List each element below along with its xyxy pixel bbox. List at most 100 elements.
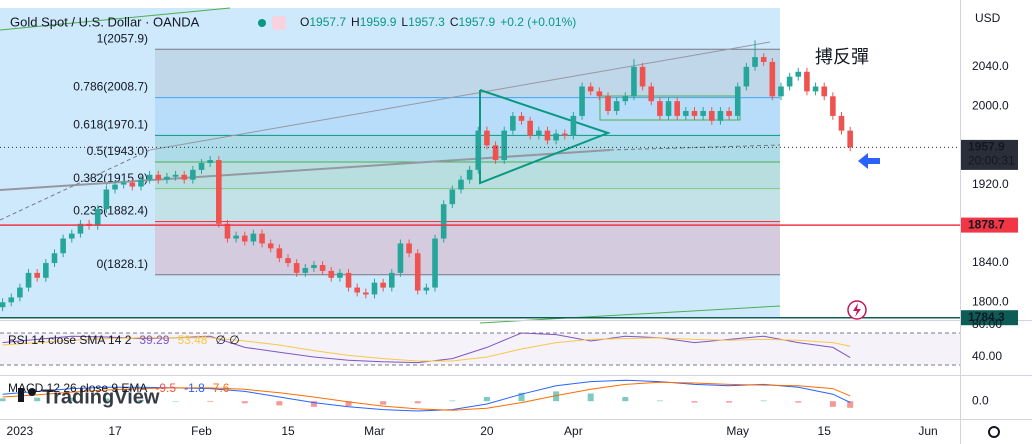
candle-body (363, 292, 369, 295)
watermark: TradingView (42, 386, 160, 408)
ohlc-label: O (300, 15, 309, 29)
candle-body (570, 115, 577, 136)
candle-body (760, 57, 767, 62)
candle-body (190, 169, 196, 180)
candle-body (501, 130, 508, 161)
candle-body (172, 174, 179, 177)
candle-body (743, 66, 750, 87)
candle-body (423, 287, 430, 291)
candle-body (518, 115, 525, 121)
candle-body (492, 145, 499, 161)
candle-body (120, 182, 127, 185)
candle-body (795, 71, 802, 77)
candle-body (276, 248, 283, 259)
event-icon-bolt (853, 303, 861, 317)
candle-body (440, 204, 447, 239)
y-tick-label: 2000.0 (972, 98, 1009, 112)
macd-histogram-bar (795, 401, 802, 403)
candle-body (337, 272, 343, 278)
fib-band (155, 49, 780, 98)
ohlc-label: C (450, 15, 459, 29)
candle-body (112, 184, 118, 190)
x-tick-label: 15 (818, 424, 832, 438)
macd-histogram-bar (207, 401, 214, 402)
trend-line (609, 144, 781, 151)
ohlc-value: 1957.7 (309, 15, 346, 29)
candle-body (605, 96, 611, 112)
candle-body (406, 243, 412, 254)
macd-histogram-bar (449, 400, 456, 402)
candle-body (250, 233, 257, 242)
candle-body (0, 302, 6, 308)
candle-body (544, 130, 551, 141)
candle-body (129, 182, 136, 187)
macd-histogram-bar (310, 401, 317, 407)
ohlc-label: L (401, 15, 408, 29)
y-tick-label: 1920.0 (972, 177, 1009, 191)
candle-body (51, 253, 58, 264)
ohlc-value: 1957.9 (458, 15, 495, 29)
candle-body (388, 272, 395, 288)
candle-body (691, 111, 698, 116)
candle-body (216, 160, 222, 224)
candle-body (631, 66, 637, 97)
candle-body (648, 86, 655, 102)
candle-body (786, 76, 793, 87)
candle-body (484, 130, 490, 146)
channel-line (0, 7, 231, 31)
trend-line (149, 41, 771, 151)
settings-gear[interactable] (988, 426, 1000, 438)
x-tick-label: Mar (364, 424, 385, 438)
candle-body (198, 163, 205, 170)
y-tick-label: 1800.0 (972, 294, 1009, 308)
macd-histogram-bar (622, 397, 629, 402)
x-tick-label: 2023 (7, 424, 34, 438)
x-tick-label: 20 (480, 424, 494, 438)
indicator-legend: MACD 12 26 close 9 EMA -9.5 -1.8 7.6 (8, 381, 230, 395)
ohlc-change: +0.2 (+0.01%) (500, 15, 576, 29)
indicator-title: MACD 12 26 close 9 EMA (8, 381, 147, 395)
macd-histogram-bar (0, 398, 6, 402)
candle-body (683, 111, 689, 116)
indicator-value: 7.6 (213, 381, 230, 395)
macd-histogram-bar (656, 400, 663, 402)
candle-body (293, 263, 300, 273)
candle-body (466, 169, 473, 180)
candle-body (527, 120, 533, 136)
macd-histogram-bar (172, 401, 179, 402)
candle-body (354, 287, 360, 293)
candle-body (8, 297, 15, 303)
candle-body (302, 267, 309, 273)
status-dot (258, 19, 266, 27)
candle-body (708, 111, 715, 121)
candle-body (371, 282, 378, 295)
x-tick-label: May (726, 424, 749, 438)
candle-body (717, 111, 724, 121)
candle-body (536, 130, 542, 136)
candle-body (380, 282, 386, 288)
indicator-extra: ∅ ∅ (215, 333, 239, 347)
candle-body (138, 179, 144, 187)
currency-label: USD (975, 11, 1001, 25)
candle-body (311, 265, 317, 268)
price-box-label: 1878.7 (968, 217, 1005, 231)
time-axis-area (0, 420, 1032, 444)
candle-body (700, 111, 706, 116)
macd-histogram-bar (691, 401, 698, 403)
fib-band (155, 135, 780, 163)
y-tick-label: 80.00 (972, 317, 1002, 331)
candle-body (821, 86, 828, 97)
countdown-label: 20:00:31 (968, 154, 1015, 168)
chart-type-icon[interactable] (272, 16, 286, 30)
candle-body (285, 258, 291, 264)
y-tick-label: 1840.0 (972, 255, 1009, 269)
candle-body (778, 86, 784, 97)
ohlc-value: 1959.9 (360, 15, 397, 29)
y-tick-label: 2040.0 (972, 59, 1009, 73)
macd-line (2, 379, 851, 412)
macd-histogram-bar (34, 397, 41, 402)
macd-histogram-bar (276, 401, 283, 406)
indicator-title: RSI 14 close SMA 14 2 (8, 333, 132, 347)
candle-body (94, 209, 101, 226)
candle-body (657, 101, 663, 116)
